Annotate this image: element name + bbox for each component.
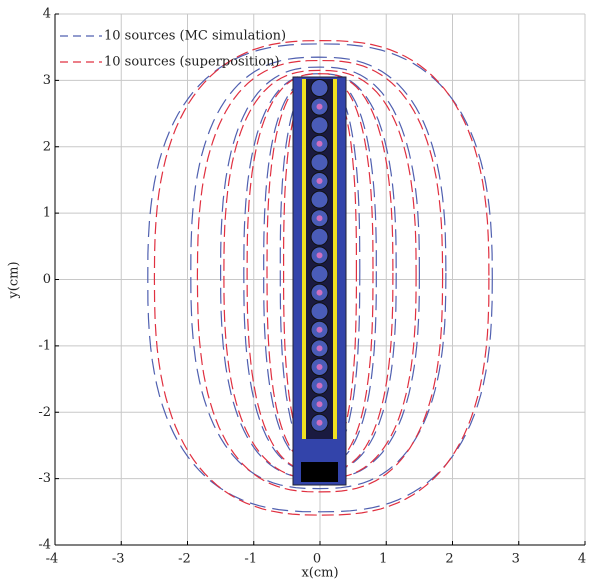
y-tick-label: 4: [43, 7, 51, 22]
source-core: [316, 326, 323, 333]
contour-line: [219, 66, 421, 480]
source-seed: [310, 302, 329, 321]
y-tick-label: -4: [38, 538, 51, 553]
source-core: [316, 252, 323, 259]
y-axis-label: y(cm): [7, 261, 22, 299]
x-tick-label: -4: [46, 552, 59, 567]
source-core: [316, 103, 323, 110]
source-core: [316, 401, 323, 408]
contour-line: [243, 73, 397, 473]
y-tick-label: -1: [38, 338, 51, 353]
applicator: [292, 76, 347, 486]
contour-line: [266, 76, 374, 467]
x-axis-label: x(cm): [301, 566, 338, 581]
x-tick-label: 2: [445, 552, 453, 567]
source-core: [316, 382, 323, 389]
source-core: [316, 289, 323, 296]
source-seed: [310, 153, 329, 172]
applicator-stripe: [333, 79, 337, 439]
y-tick-label: 0: [43, 272, 51, 287]
y-tick-label: 3: [43, 73, 51, 88]
source-seed: [310, 227, 329, 246]
source-seed: [310, 190, 329, 209]
contour-line: [147, 43, 493, 513]
x-tick-label: -3: [112, 552, 125, 567]
applicator-tip: [301, 462, 338, 482]
source-core: [316, 364, 323, 370]
source-seed: [310, 265, 329, 283]
y-tick-label: 1: [43, 206, 51, 221]
legend: 10 sources (MC simulation) 10 sources (su…: [60, 29, 286, 70]
contour-line: [196, 59, 444, 493]
source-core: [316, 345, 323, 352]
source-core: [316, 215, 323, 222]
contour-line: [223, 69, 417, 480]
source-core: [316, 140, 323, 147]
x-tick-label: -2: [178, 552, 191, 567]
x-tick-label: 1: [379, 552, 387, 567]
source-seed: [310, 116, 329, 135]
contour-line: [263, 76, 377, 467]
legend-label: 10 sources (superposition): [104, 55, 280, 70]
source-core: [316, 419, 323, 426]
x-tick-label: 0: [313, 552, 321, 567]
y-tick-label: 2: [43, 139, 51, 154]
y-tick-label: -2: [38, 405, 51, 420]
y-tick-label: -3: [38, 471, 51, 486]
legend-label: 10 sources (MC simulation): [104, 29, 286, 44]
source-seed: [310, 79, 329, 97]
x-tick-label: 3: [512, 552, 520, 567]
contour-line: [246, 73, 394, 473]
sources: [310, 79, 329, 432]
applicator-stripe: [302, 79, 306, 439]
x-tick-label: 4: [578, 552, 586, 567]
x-tick-label: -1: [244, 552, 257, 567]
contour-line: [153, 39, 490, 516]
source-core: [316, 178, 323, 184]
